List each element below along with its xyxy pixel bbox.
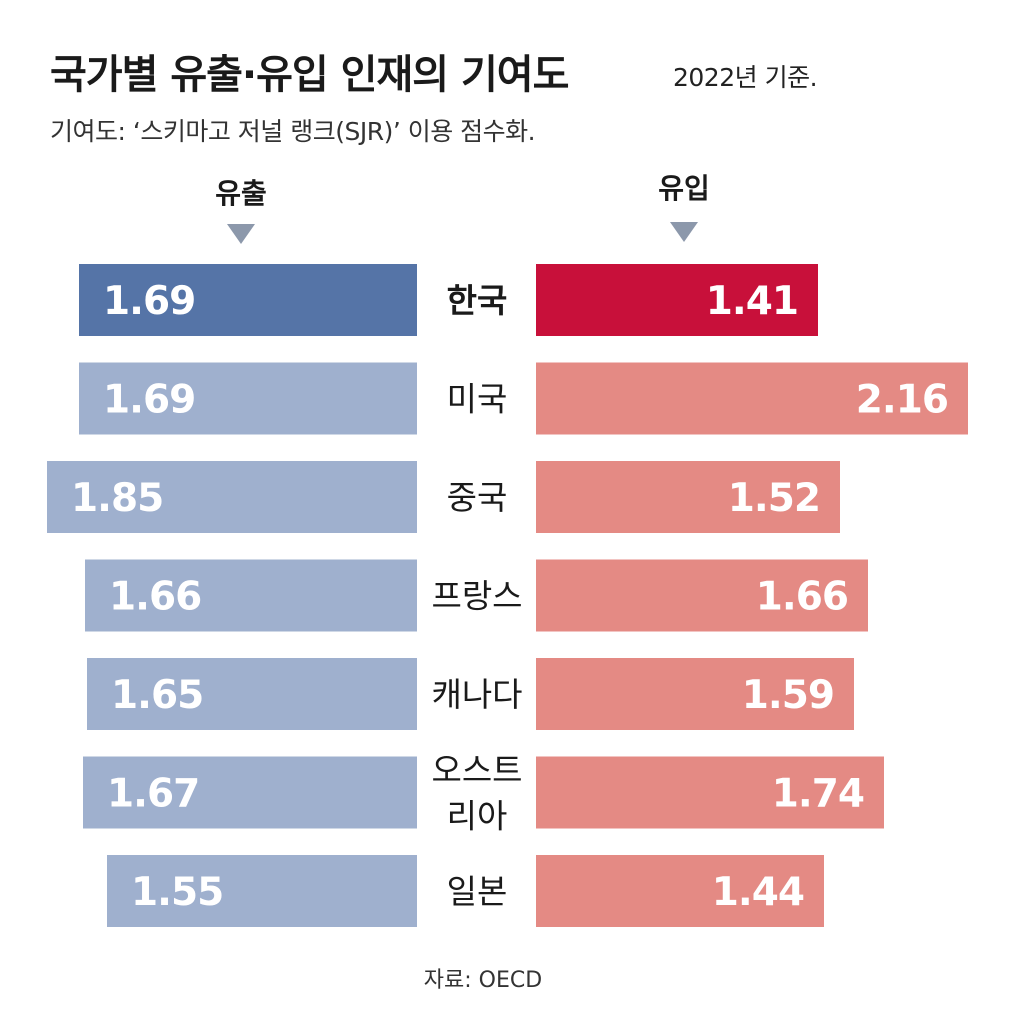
outflow-value-label: 1.67 [107,772,199,817]
outflow-bar [87,658,417,730]
category-label: 한국 [447,281,508,320]
chart-title: 국가별 유출·유입 인재의 기여도 [50,52,569,98]
inflow-arrow-icon [670,222,698,242]
outflow-value-label: 1.69 [103,279,195,324]
outflow-bar [79,362,417,435]
outflow-bar [79,264,417,336]
inflow-value-label: 2.16 [856,378,948,423]
outflow-value-label: 1.85 [71,476,163,521]
inflow-value-label: 1.74 [772,772,864,817]
chart-subtitle: 2022년 기준. [673,63,818,92]
inflow-bar [536,264,818,336]
inflow-bar [536,658,854,730]
inflow-value-label: 1.59 [742,673,834,718]
category-label: 프랑스 [431,577,522,616]
chart-note: 기여도: ‘스키마고 저널 랭크(SJR)’ 이용 점수화. [50,117,536,146]
butterfly-bar-chart: 유출 유입 1.69 1.41 한국 1.69 2.16 미국 1.85 1.52 중국 1.66 1.… [47,172,968,927]
outflow-bar [107,855,417,927]
inflow-value-label: 1.44 [712,870,804,915]
inflow-bar [536,855,824,927]
category-label: 중국 [447,478,508,517]
outflow-value-label: 1.66 [109,575,201,620]
category-label: 캐나다 [431,675,522,714]
source-note: 자료: OECD [423,968,543,993]
category-label: 일본 [447,872,508,911]
inflow-bar [536,756,884,829]
inflow-value-label: 1.41 [706,279,798,324]
category-label: 오스트 [431,751,522,790]
outflow-bar [47,461,417,533]
outflow-bar [85,559,417,632]
inflow-header: 유입 [658,172,710,205]
inflow-bar [536,461,840,533]
outflow-bar [83,756,417,829]
inflow-bar [536,559,868,632]
outflow-arrow-icon [227,224,255,244]
category-label: 미국 [447,380,508,419]
outflow-value-label: 1.65 [111,673,203,718]
inflow-value-label: 1.66 [756,575,848,620]
inflow-value-label: 1.52 [728,476,820,521]
outflow-header: 유출 [215,177,267,210]
category-label: 리아 [447,797,508,836]
outflow-value-label: 1.55 [131,870,223,915]
inflow-bar [536,362,968,435]
outflow-value-label: 1.69 [103,378,195,423]
